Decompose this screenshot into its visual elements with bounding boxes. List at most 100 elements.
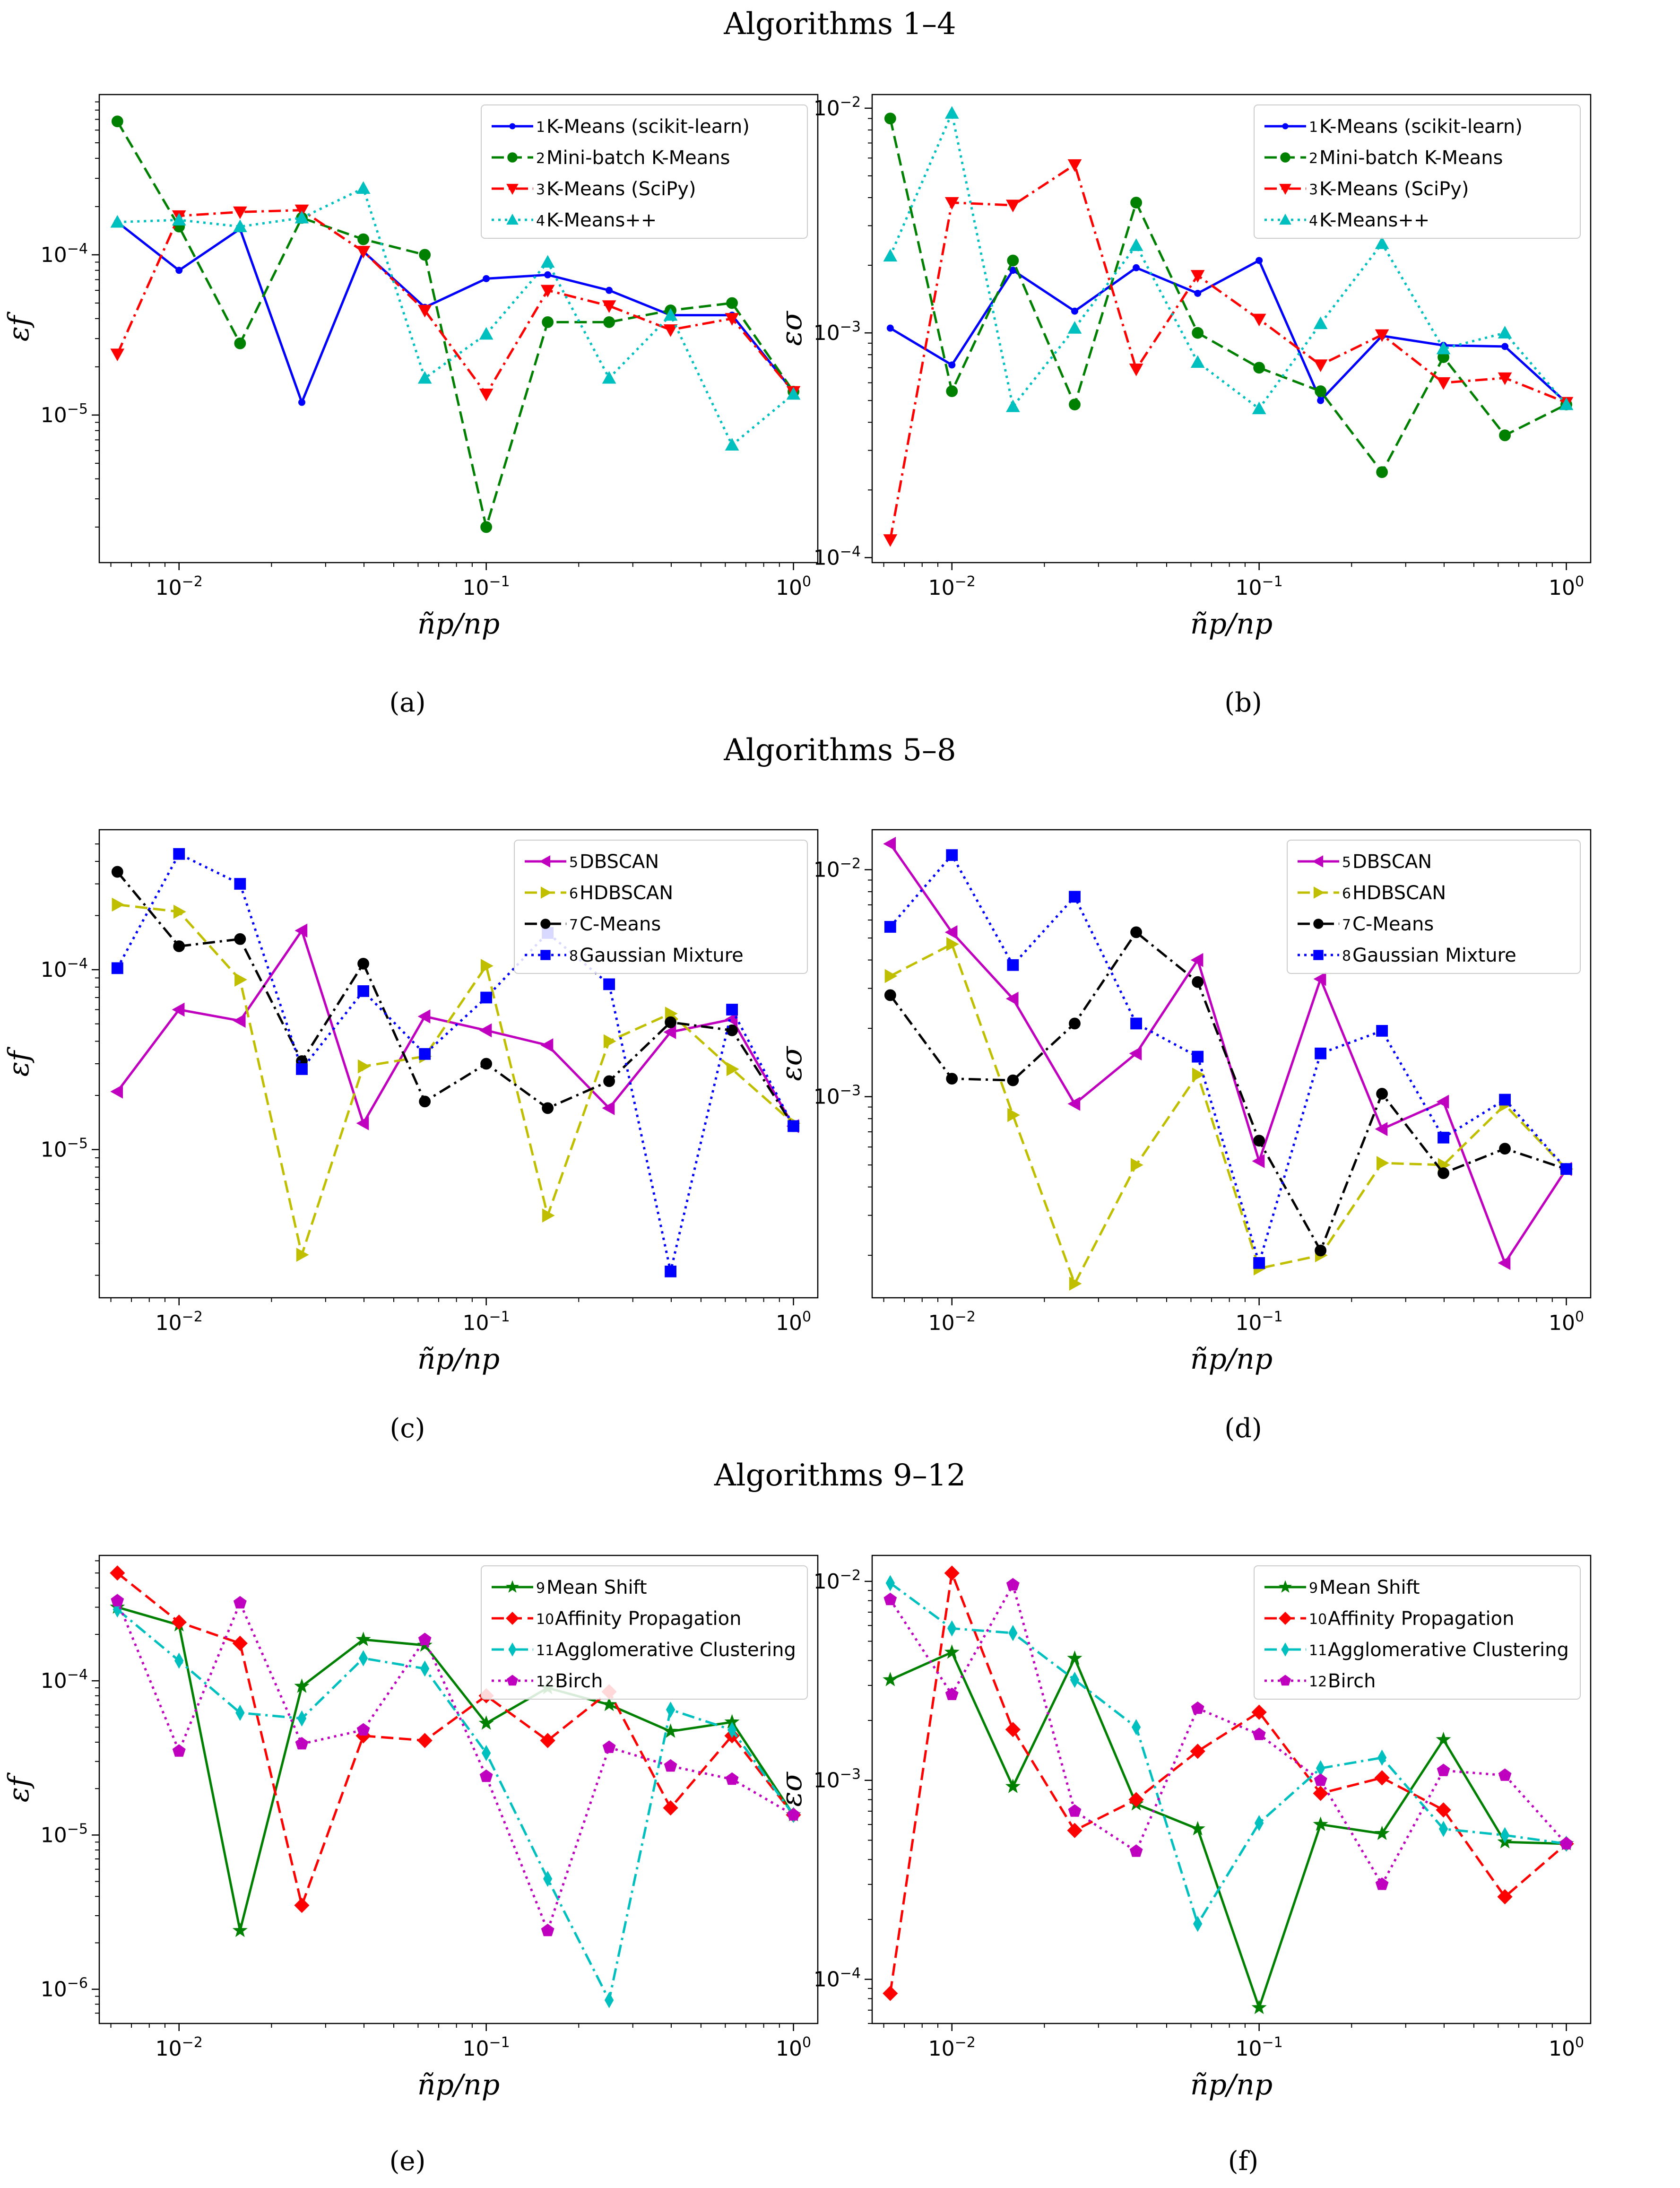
legend-item-9: 9 Mean Shift (1264, 1577, 1420, 1598)
data-point (1315, 1047, 1327, 1059)
data-point (173, 904, 186, 919)
data-point (1498, 372, 1512, 385)
data-point (883, 836, 896, 851)
data-point (666, 1702, 675, 1718)
data-point (725, 1772, 739, 1785)
legend-marker (1282, 123, 1289, 130)
legend-marker (1313, 950, 1324, 960)
x-axis-label: ñp/np (1190, 2068, 1273, 2101)
legend-box (1254, 1565, 1581, 1700)
legend-label: C-Means (580, 913, 661, 935)
x-tick-label: 100 (1549, 1309, 1584, 1335)
data-point (1194, 289, 1202, 297)
data-point (1374, 1825, 1390, 1840)
legend: 1 K-Means (scikit-learn)2 Mini-batch K-Mea… (1254, 104, 1581, 239)
legend-number: 6 (1342, 886, 1351, 902)
y-axis-label: εσ (775, 310, 808, 346)
data-point (357, 233, 370, 245)
data-point (480, 959, 494, 973)
series-line (889, 1583, 1567, 1886)
data-point (1313, 1786, 1328, 1801)
data-point (1438, 1131, 1449, 1144)
data-point (483, 275, 490, 282)
legend-marker (506, 183, 519, 195)
data-point (172, 1002, 185, 1017)
data-point (1375, 1877, 1389, 1890)
data-point (110, 348, 125, 362)
data-point (111, 866, 123, 878)
data-point (1498, 1256, 1511, 1270)
data-point (1130, 1017, 1142, 1030)
data-point (540, 1733, 555, 1748)
data-point (726, 297, 738, 309)
legend-item-12: 12 Birch (492, 1670, 603, 1692)
data-point (1560, 1163, 1572, 1175)
data-point (1315, 385, 1327, 397)
legend-item-8: 8 Gaussian Mixture (1298, 945, 1516, 966)
x-axis-label: ñp/np (417, 2068, 500, 2101)
series-line (116, 209, 795, 396)
data-point (357, 1059, 371, 1074)
data-point (234, 337, 246, 349)
series-line (116, 871, 795, 1127)
data-point (1252, 313, 1266, 327)
data-point (1007, 959, 1019, 971)
x-tick-label: 100 (776, 1309, 811, 1335)
legend-label: Affinity Propagation (1328, 1608, 1514, 1630)
data-point (296, 1063, 308, 1075)
data-point (664, 1759, 677, 1772)
data-point (1069, 891, 1081, 903)
data-point (417, 1009, 431, 1024)
data-point (356, 1723, 370, 1736)
data-point (1436, 1802, 1451, 1818)
data-point (1252, 401, 1266, 415)
panel-caption: (e) (390, 2146, 426, 2177)
data-point (1007, 1074, 1019, 1086)
data-point (663, 1800, 678, 1816)
legend-number: 6 (569, 886, 578, 902)
data-point (1192, 327, 1204, 339)
legend-number: 2 (536, 150, 545, 167)
x-axis-label: ñp/np (1190, 608, 1273, 641)
x-tick-label: 10−1 (1236, 1309, 1283, 1335)
legend-box (481, 104, 808, 239)
data-point (1007, 1108, 1020, 1122)
data-point (1191, 1701, 1204, 1714)
legend-marker (540, 950, 551, 960)
data-point (233, 219, 247, 232)
x-tick-label: 10−2 (156, 573, 203, 600)
data-point (1129, 238, 1143, 251)
legend-number: 4 (536, 213, 545, 229)
x-axis-label: ñp/np (1190, 1343, 1273, 1376)
data-point (886, 324, 894, 332)
legend-item-6: 6 HDBSCAN (525, 882, 673, 904)
data-point (1067, 1650, 1082, 1665)
series-7 (884, 926, 1572, 1257)
data-point (726, 1004, 738, 1016)
y-tick-label: 10−3 (814, 319, 861, 345)
series-line (889, 854, 1567, 1264)
y-tick-label: 10−3 (814, 1766, 861, 1793)
data-point (1067, 159, 1082, 172)
legend-label: Agglomerative Clustering (1328, 1639, 1569, 1661)
data-point (358, 1650, 368, 1667)
data-point (542, 316, 554, 328)
data-point (1005, 991, 1019, 1006)
y-axis-label: εf (2, 311, 35, 341)
legend-label: Gaussian Mixture (580, 945, 744, 966)
data-point (295, 1737, 309, 1750)
data-point (1438, 1167, 1449, 1179)
data-point (944, 106, 959, 119)
data-point (1436, 1094, 1449, 1109)
legend-item-1: 1 K-Means (scikit-learn) (1264, 116, 1523, 138)
data-point (1070, 1672, 1080, 1688)
legend-item-7: 7 C-Means (1298, 913, 1434, 935)
data-point (480, 521, 493, 533)
series-4 (883, 106, 1574, 415)
data-point (884, 969, 898, 983)
data-point (479, 1769, 493, 1782)
data-point (1313, 359, 1328, 372)
data-point (357, 957, 370, 970)
